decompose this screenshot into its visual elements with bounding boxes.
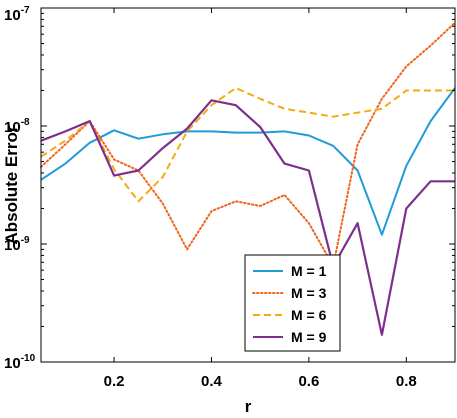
legend-label: M = 3 [291,285,327,301]
series-line-4 [40,99,455,336]
x-tick-label: 0.6 [298,373,319,390]
legend-label: M = 9 [291,329,327,345]
y-tick-label: 10-7 [4,5,30,24]
series-line-2 [40,21,456,268]
x-tick-label: 0.4 [201,373,223,390]
x-tick-label: 0.2 [104,373,125,390]
y-tick-label: 10-8 [4,117,30,136]
series-line-1 [40,87,456,236]
y-axis-label: Absolute Error [2,125,21,244]
y-axis-ticks: 10-10 10-9 10-8 10-7 [4,5,455,372]
x-tick-label: 0.8 [396,373,417,390]
y-tick-label: 10-10 [4,353,36,372]
legend-label: M = 6 [291,307,327,323]
y-tick-label: 10-9 [4,235,30,254]
legend: M = 1 M = 3 M = 6 M = 9 [244,254,341,352]
series-line-3 [40,87,455,203]
legend-label: M = 1 [291,263,327,279]
x-axis-ticks: 0.2 0.4 0.6 0.8 [104,8,417,390]
x-axis-label: r [245,397,252,416]
plot-area [40,21,456,336]
legend-box [244,254,341,352]
plot-frame [40,7,456,363]
